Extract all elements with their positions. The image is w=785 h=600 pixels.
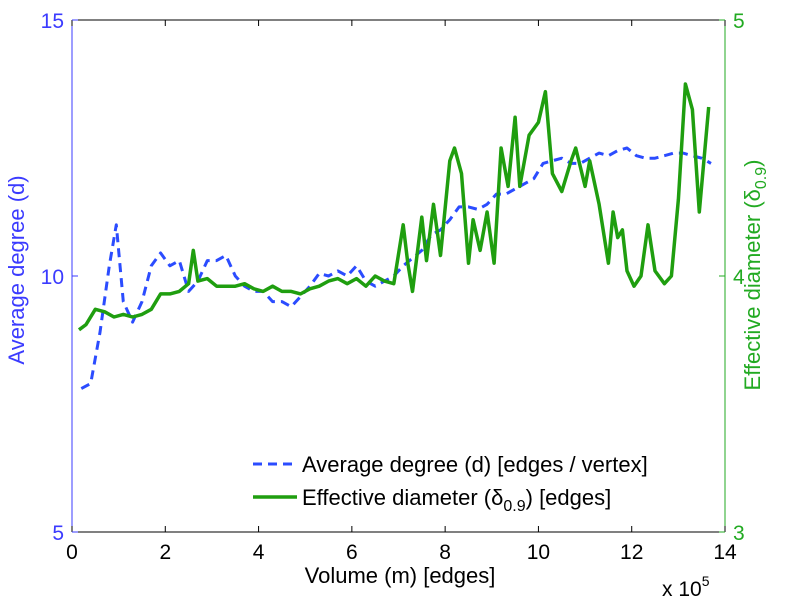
y-axis-right-label-sub: 0.9	[753, 167, 770, 189]
x-axis-exponent-base: x 10	[662, 578, 702, 600]
y-left-tick-label: 10	[41, 266, 64, 289]
y-axis-right-label-end: )	[740, 160, 765, 167]
legend-degree-label: Average degree (d) [edges / vertex]	[302, 452, 648, 477]
x-tick-label: 8	[439, 541, 451, 564]
y-right-tick-label: 5	[733, 10, 745, 33]
x-tick-label: 2	[159, 541, 171, 564]
x-tick-label: 14	[713, 541, 737, 564]
y-right-tick-label: 3	[733, 522, 745, 545]
y-left-tick-label: 15	[41, 10, 64, 33]
legend-diameter-label-end: ) [edges]	[526, 485, 612, 510]
y-axis-left-label: Average degree (d)	[4, 175, 29, 364]
y-axis-right-label: Effective diameter (δ0.9)	[740, 160, 770, 391]
x-tick-label: 6	[346, 541, 358, 564]
x-axis-label: Volume (m) [edges]	[305, 563, 496, 588]
y-right-tick-label: 4	[733, 266, 745, 289]
legend-diameter-label: Effective diameter (δ0.9) [edges]	[302, 485, 611, 515]
x-axis-exponent-power: 5	[702, 573, 710, 589]
series-average-degree-line	[80, 146, 712, 390]
plot-layer: 0 2 4 6 8 10 12 14 5 10 15 3 4 5	[41, 10, 745, 564]
x-tick-label: 4	[253, 541, 265, 564]
x-tick-label: 12	[620, 541, 643, 564]
x-axis-exponent: x 105	[662, 573, 710, 600]
series-effective-diameter-line	[77, 82, 711, 332]
y-axis-right-label-main: Effective diameter (δ	[740, 189, 765, 390]
legend-diameter-label-main: Effective diameter (δ	[302, 485, 503, 510]
y-left-tick-label: 5	[52, 522, 64, 545]
x-tick-label: 0	[66, 541, 78, 564]
legend: Average degree (d) [edges / vertex] Effe…	[253, 452, 648, 515]
legend-diameter-label-sub: 0.9	[503, 498, 525, 515]
x-tick-label: 10	[527, 541, 550, 564]
